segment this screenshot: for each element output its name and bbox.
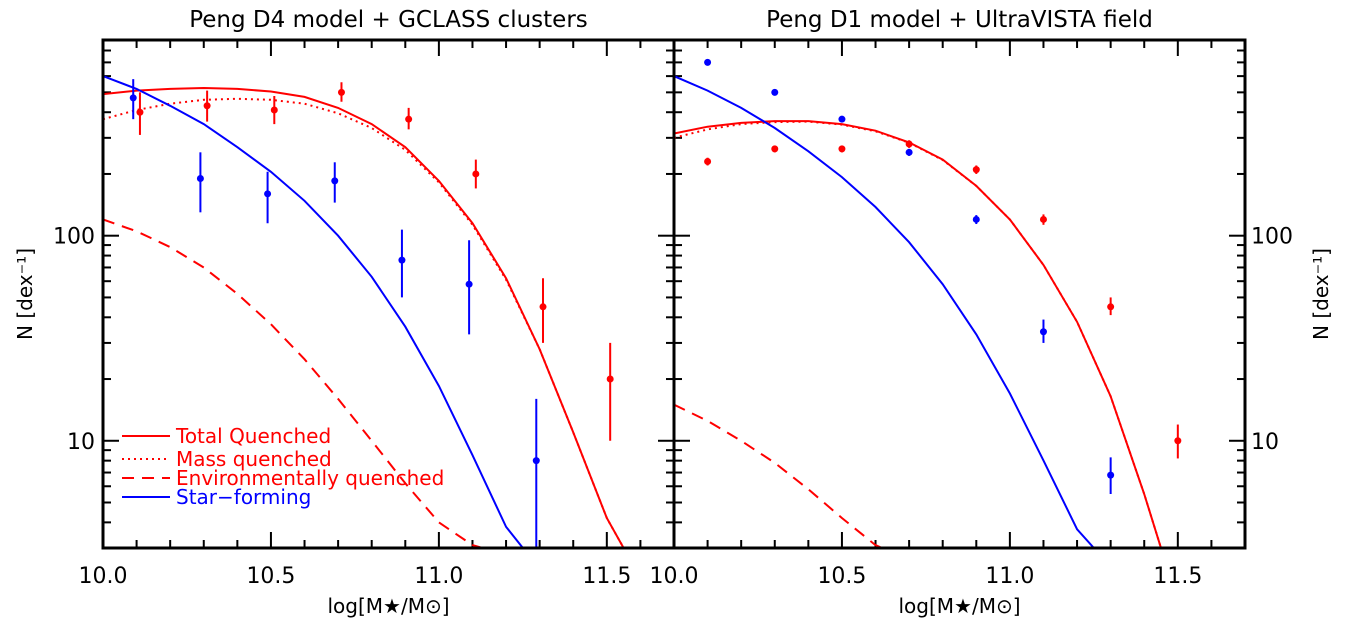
x-tick-label: 11.0 [985,564,1034,589]
data-point-blue [264,190,272,198]
x-tick-label: 10.0 [79,564,128,589]
plot-area [103,75,625,548]
series-line-environmentally-quenched [674,403,883,548]
legend-label: Star−forming [176,485,311,509]
x-tick-label: 10.5 [817,564,866,589]
y-tick-label: 10 [1251,430,1279,455]
data-point-red [1107,303,1115,311]
data-point-blue [331,177,339,185]
data-point-red [606,375,614,383]
x-axis-label: log[M★/M⊙] [327,594,449,618]
data-point-blue [1107,471,1115,479]
data-point-red [337,88,345,96]
series-line-star-forming [674,75,1095,548]
data-point-blue [196,175,204,183]
series-line-mass-quenched [103,97,625,548]
series-line-mass-quenched [674,120,1162,548]
data-point-blue [465,280,473,288]
data-point-blue [1039,328,1047,336]
series-line-total-quenched [674,120,1162,548]
data-point-blue [771,88,779,96]
data-point-red [972,166,980,174]
data-point-red [771,145,779,153]
y-tick-label: 10 [67,430,95,455]
legend-label: Environmentally quenched [176,466,444,490]
data-point-blue [905,148,913,156]
data-point-blue [704,58,712,66]
x-axis-label: log[M★/M⊙] [898,594,1020,618]
legend-label: Total Quenched [175,424,331,448]
data-point-blue [838,115,846,123]
series-line-environmentally-quenched [103,218,483,548]
data-point-red [270,106,278,114]
series-line-star-forming [103,75,524,548]
plot-area [674,58,1182,548]
data-point-red [539,303,547,311]
data-point-red [905,140,913,148]
x-tick-label: 11.5 [582,564,631,589]
panel-title: Peng D4 model + GCLASS clusters [189,7,588,33]
panel-frame [672,38,1247,550]
x-tick-label: 10.0 [650,564,699,589]
y-axis-label: N [dex⁻¹] [13,248,37,340]
data-point-red [472,170,480,178]
x-tick-label: 10.5 [246,564,295,589]
data-point-red [203,102,211,110]
data-point-red [136,108,144,116]
data-point-blue [129,94,137,102]
x-tick-label: 11.0 [414,564,463,589]
data-point-red [838,145,846,153]
data-point-red [1174,437,1182,445]
data-point-red [704,158,712,166]
y-axis-label: N [dex⁻¹] [1309,248,1333,340]
y-tick-label: 100 [1251,225,1293,250]
panel-1: Peng D4 model + GCLASS clusters 10.0 10.5 1… [13,7,676,618]
data-point-red [405,115,413,123]
series-line-total-quenched [103,86,625,548]
panel-title: Peng D1 model + UltraVISTA field [766,7,1153,33]
legend-label: Mass quenched [176,447,332,471]
panel-2: Peng D1 model + UltraVISTA field 10.0 10.5… [650,7,1333,618]
x-tick-label: 11.5 [1153,564,1202,589]
data-point-blue [972,215,980,223]
data-point-blue [398,256,406,264]
y-tick-label: 100 [53,225,95,250]
data-point-blue [532,457,540,465]
data-point-red [1039,215,1047,223]
